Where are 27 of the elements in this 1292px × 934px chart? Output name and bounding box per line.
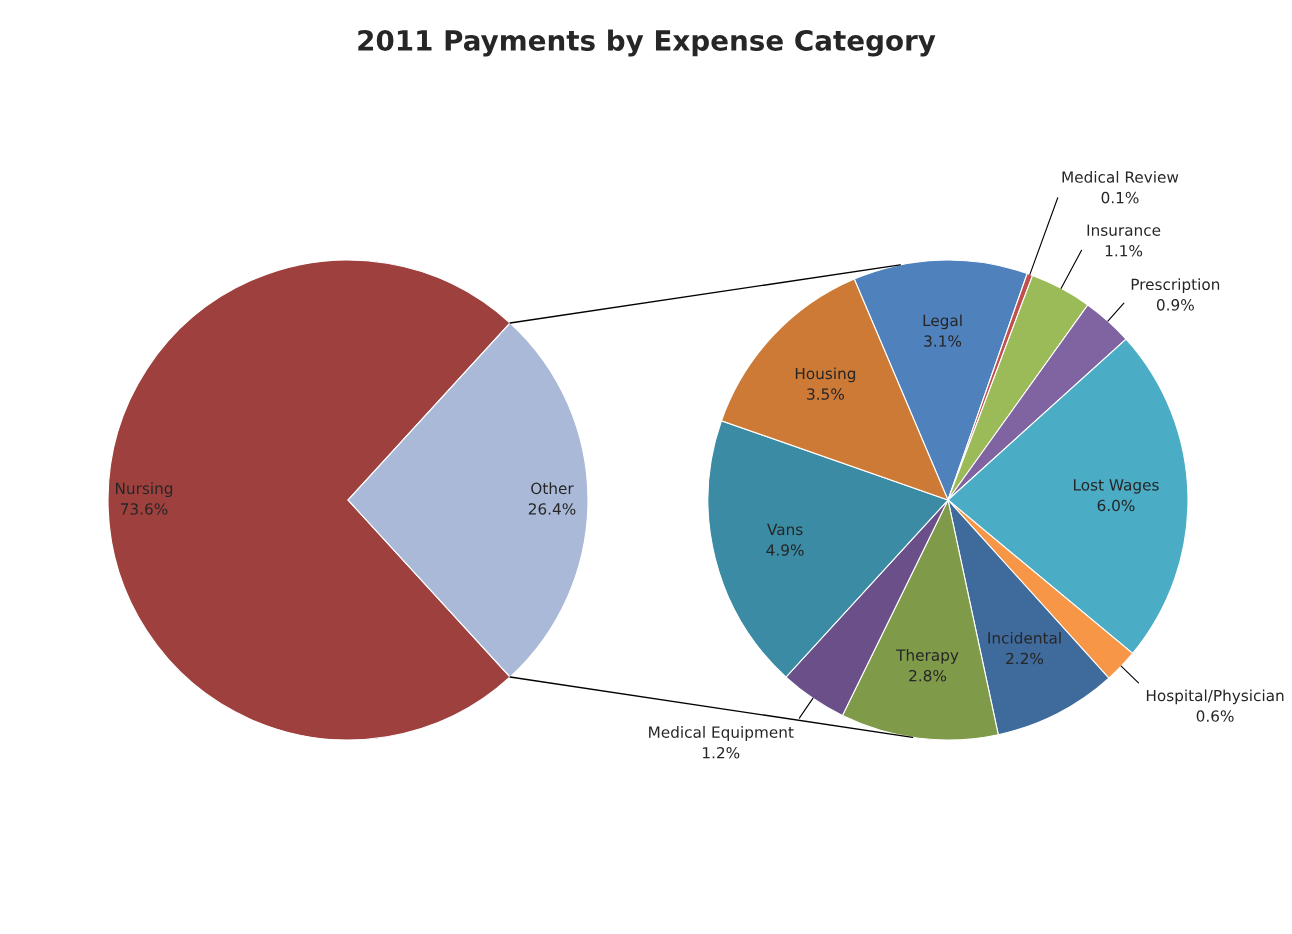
data-label: 73.6%	[120, 503, 168, 515]
slice-label: Legal	[923, 314, 962, 330]
slice-label: Incidental	[988, 631, 1061, 644]
data-label: 6.0%	[1097, 499, 1135, 512]
slice-label: Prescription	[1131, 278, 1220, 294]
slice-label: Medical Review	[1062, 171, 1179, 183]
data-label: 3.5%	[807, 388, 844, 400]
slice-label: Nursing	[116, 482, 173, 498]
slice-label: Housing	[795, 367, 856, 383]
slice-label: Vans	[767, 523, 803, 536]
data-label: 3.1%	[924, 335, 962, 347]
slice-label: Other	[531, 482, 574, 495]
data-label: 0.6%	[1196, 710, 1234, 722]
text: 2011 Payments by Expense Category	[358, 29, 936, 57]
slice-label: Medical Equipment	[649, 726, 794, 741]
data-label: 26.4%	[528, 503, 576, 515]
slice-label: Therapy	[896, 649, 959, 664]
slice-label: Insurance	[1087, 224, 1161, 236]
data-label: 4.9%	[766, 544, 804, 556]
slice-label: Hospital/Physician	[1146, 689, 1284, 705]
data-label: 2.8%	[909, 669, 947, 682]
slice-label: Lost Wages	[1073, 479, 1159, 494]
data-label: 0.9%	[1156, 299, 1194, 311]
data-label: 1.2%	[703, 746, 740, 759]
data-label: 0.1%	[1101, 191, 1139, 204]
data-label: 2.2%	[1006, 652, 1044, 665]
data-label: 1.1%	[1105, 244, 1143, 257]
